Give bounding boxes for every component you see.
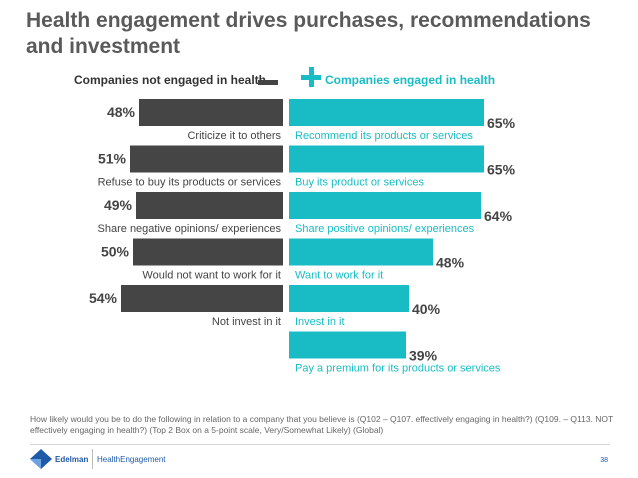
page-number: 38 [600,457,608,464]
footer-divider [30,444,610,445]
plus-icon [301,67,321,87]
value-label-engaged: 40% [412,301,441,317]
bar-engaged [289,145,484,173]
legend-not-engaged: Companies not engaged in health [73,73,266,87]
program-name: HealthEngagement [97,455,166,464]
bar-not-engaged [133,238,283,266]
value-label-engaged: 64% [484,208,513,224]
value-label-engaged: 65% [487,162,516,178]
value-label-not-engaged: 48% [107,104,136,120]
value-label-not-engaged: 54% [89,290,118,306]
bar-not-engaged [139,99,283,126]
category-label-not-engaged: Share negative opinions/ experiences [98,223,282,235]
footnote: How likely would you be to do the follow… [30,414,614,435]
category-label-not-engaged: Criticize it to others [187,130,281,142]
category-label-not-engaged: Refuse to buy its products or services [98,177,282,189]
bar-not-engaged [136,192,283,219]
category-label-engaged: Invest in it [295,316,345,328]
bar-engaged [289,238,433,266]
category-label-engaged: Recommend its products or services [295,130,473,142]
value-label-engaged: 65% [487,115,516,131]
value-label-engaged: 48% [436,255,465,271]
category-label-not-engaged: Not invest in it [212,316,281,328]
page-title: Health engagement drives purchases, reco… [26,9,591,58]
category-label-not-engaged: Would not want to work for it [142,270,281,282]
legend-engaged: Companies engaged in health [325,73,496,87]
bar-engaged [289,99,484,126]
value-label-not-engaged: 49% [104,197,133,213]
category-label-engaged: Want to work for it [295,270,383,282]
bar-not-engaged [130,145,283,173]
category-label-engaged: Share positive opinions/ experiences [295,223,475,235]
value-label-not-engaged: 51% [98,151,127,167]
value-label-not-engaged: 50% [101,244,130,260]
category-label-engaged: Buy its product or services [295,177,424,189]
value-label-engaged: 39% [409,348,438,364]
bar-engaged [289,331,406,359]
category-label-engaged: Pay a premium for its products or servic… [295,363,501,375]
brand-name: Edelman [55,455,89,464]
bar-not-engaged [121,285,283,312]
bar-engaged [289,285,409,312]
edelman-logo-icon [30,449,52,469]
footer-separator [92,449,93,469]
minus-icon [258,80,278,85]
bar-engaged [289,192,481,219]
